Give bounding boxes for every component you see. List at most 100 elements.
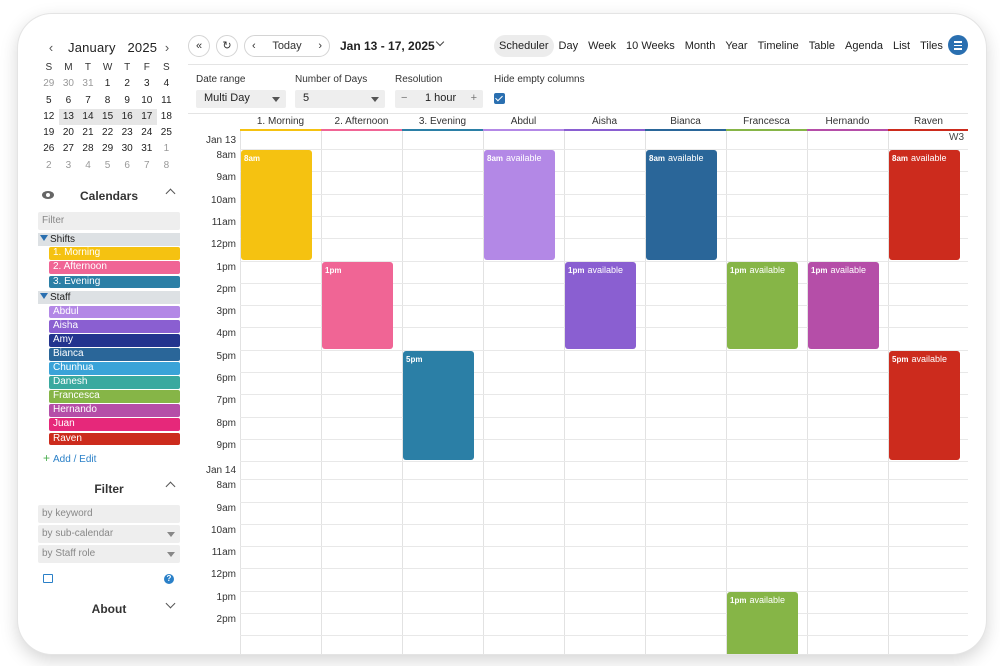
column-header[interactable]: 3. Evening — [402, 115, 483, 131]
view-tab-scheduler[interactable]: Scheduler — [494, 35, 554, 57]
view-tab-timeline[interactable]: Timeline — [757, 40, 799, 52]
mini-calendar-day[interactable]: 2 — [46, 159, 52, 171]
event[interactable]: 8am available — [484, 150, 555, 260]
view-tab-week[interactable]: Week — [588, 40, 617, 52]
mini-calendar-day[interactable]: 28 — [82, 143, 94, 155]
calendar-group-staff[interactable]: Staff — [38, 291, 180, 305]
calendar-item[interactable]: Hernando — [49, 404, 180, 418]
column-header[interactable]: Raven — [888, 115, 968, 131]
date-range-select[interactable]: Multi Day — [196, 90, 286, 108]
mini-calendar-day[interactable]: 1 — [104, 78, 111, 90]
mini-calendar-day[interactable]: 2 — [124, 78, 130, 90]
event[interactable]: 5pm — [403, 350, 474, 461]
hide-empty-checkbox[interactable] — [494, 93, 505, 104]
calendar-item[interactable]: Bianca — [49, 347, 180, 361]
column-header[interactable]: Aisha — [564, 115, 645, 131]
calendar-item[interactable]: Danesh — [49, 376, 180, 389]
column-header[interactable]: 2. Afternoon — [321, 115, 402, 131]
mini-calendar-year[interactable]: 2025 — [127, 40, 158, 55]
calendar-item[interactable]: Raven — [49, 432, 180, 446]
mini-calendar-day[interactable]: 29 — [102, 143, 114, 155]
mini-calendar-day[interactable]: 8 — [163, 159, 170, 171]
keyword-filter-input[interactable]: by keyword — [38, 505, 180, 524]
view-tab-month[interactable]: Month — [684, 40, 716, 52]
mini-calendar-day[interactable]: 26 — [43, 143, 55, 155]
chevron-left-icon[interactable]: ‹ — [48, 40, 54, 55]
chevron-left-icon[interactable]: ‹ — [252, 40, 256, 52]
double-chevron-left-icon[interactable]: « — [188, 35, 210, 57]
day-label[interactable]: Jan 13 — [206, 135, 237, 146]
mini-calendar-day[interactable]: 8 — [104, 94, 111, 106]
mini-calendar-day[interactable]: 21 — [82, 127, 94, 139]
view-tab-10-weeks[interactable]: 10 Weeks — [626, 40, 675, 52]
view-tab-tiles[interactable]: Tiles — [920, 40, 943, 52]
today-button[interactable]: Today — [272, 40, 302, 52]
mini-calendar-day[interactable]: 3 — [143, 78, 150, 90]
calendars-section-header[interactable]: Calendars — [38, 184, 180, 208]
column-header[interactable]: Bianca — [645, 115, 726, 131]
mini-calendar-day[interactable]: 7 — [143, 159, 150, 171]
chevron-right-icon[interactable]: › — [164, 40, 170, 55]
calendar-item[interactable]: Francesca — [49, 390, 180, 404]
calendar-item[interactable]: Chunhua — [49, 362, 180, 375]
mini-calendar-day[interactable]: 20 — [62, 127, 74, 139]
mini-calendar-day[interactable]: 17 — [136, 108, 157, 126]
mini-calendar-day[interactable]: 30 — [62, 78, 74, 90]
chevron-down-icon[interactable] — [435, 37, 445, 47]
share-icon[interactable] — [43, 574, 53, 584]
calendar-item[interactable]: Aisha — [49, 319, 180, 333]
column-header[interactable]: Francesca — [726, 115, 807, 131]
mini-calendar-day[interactable]: 11 — [161, 94, 172, 106]
mini-calendar-day[interactable]: 12 — [43, 110, 55, 122]
calendar-item[interactable]: Amy — [49, 333, 180, 347]
staff-role-filter-select[interactable]: by Staff role — [38, 545, 180, 564]
view-tab-day[interactable]: Day — [558, 40, 579, 52]
mini-calendar-day[interactable]: 29 — [43, 78, 55, 90]
subcalendar-filter-select[interactable]: by sub-calendar — [38, 525, 180, 544]
mini-calendar-day[interactable]: 15 — [97, 108, 118, 126]
calendar-filter-input[interactable]: Filter — [38, 212, 180, 231]
mini-calendar-day[interactable]: 16 — [117, 108, 137, 126]
mini-calendar-day[interactable]: 6 — [65, 94, 72, 106]
calendar-item[interactable]: Juan — [49, 418, 180, 432]
mini-calendar-month[interactable]: January — [68, 40, 116, 55]
event[interactable]: 1pm available — [808, 261, 879, 349]
view-tab-agenda[interactable]: Agenda — [845, 40, 883, 52]
mini-calendar-day[interactable]: 24 — [141, 127, 153, 139]
mini-calendar-day[interactable]: 5 — [104, 159, 111, 171]
date-range-title[interactable]: Jan 13 - 17, 2025 — [340, 39, 435, 53]
mini-calendar-day[interactable]: 30 — [121, 143, 133, 155]
resolution-stepper[interactable]: − 1 hour + — [395, 90, 483, 108]
calendar-item[interactable]: 3. Evening — [49, 275, 180, 289]
column-header[interactable]: 1. Morning — [240, 115, 321, 131]
mini-calendar-day[interactable]: 19 — [43, 127, 55, 139]
calendar-item[interactable]: 1. Morning — [49, 247, 180, 261]
event[interactable]: 8am — [241, 150, 312, 260]
help-icon[interactable]: ? — [164, 574, 174, 585]
filter-section-header[interactable]: Filter — [38, 477, 180, 501]
mini-calendar-day[interactable]: 22 — [102, 127, 114, 139]
mini-calendar-day[interactable]: 6 — [124, 159, 130, 171]
calendar-item[interactable]: Abdul — [49, 305, 180, 319]
mini-calendar-day[interactable]: 13 — [58, 108, 79, 126]
add-edit-link[interactable]: + Add / Edit — [38, 451, 180, 465]
chevron-right-icon[interactable]: › — [318, 40, 322, 52]
mini-calendar-day[interactable]: 31 — [141, 143, 153, 155]
event[interactable]: 1pm — [322, 261, 393, 349]
mini-calendar-day[interactable]: 4 — [163, 78, 170, 90]
mini-calendar-day[interactable]: 14 — [78, 108, 98, 126]
view-tab-year[interactable]: Year — [725, 40, 748, 52]
days-select[interactable]: 5 — [295, 90, 385, 108]
mini-calendar-day[interactable]: 5 — [46, 94, 52, 106]
event[interactable]: 5pm available — [889, 350, 960, 461]
column-header[interactable]: Hernando — [807, 115, 888, 131]
mini-calendar-day[interactable]: 3 — [65, 159, 72, 171]
mini-calendar-day[interactable]: 18 — [160, 110, 172, 122]
day-label[interactable]: Jan 14 — [206, 465, 237, 477]
mini-calendar-day[interactable]: 10 — [141, 94, 153, 106]
mini-calendar-day[interactable]: 27 — [62, 143, 74, 155]
event[interactable]: 1pm available — [727, 261, 798, 349]
view-tab-table[interactable]: Table — [808, 40, 836, 52]
about-section-header[interactable]: About — [38, 597, 180, 621]
calendar-item[interactable]: 2. Afternoon — [49, 261, 180, 275]
